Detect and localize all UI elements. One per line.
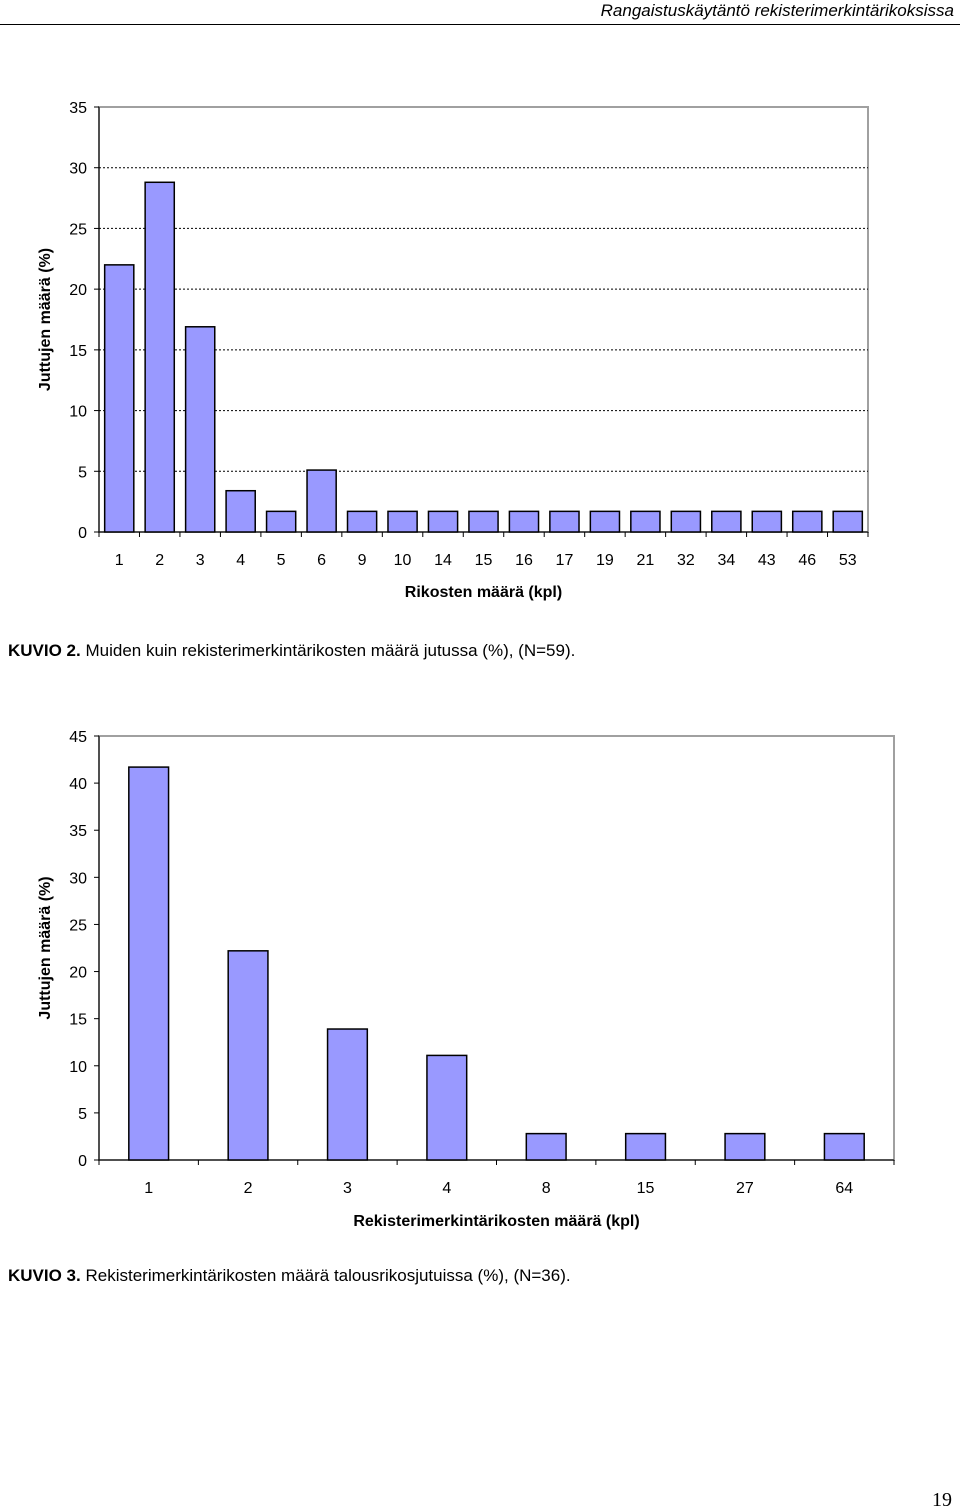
- x-tick-label: 46: [798, 552, 816, 569]
- x-tick-label: 21: [636, 552, 654, 569]
- y-tick-label: 10: [69, 404, 87, 421]
- bar: [468, 510, 499, 533]
- x-tick-label: 3: [196, 552, 205, 569]
- running-header-title: Rangaistuskäytäntö rekisterimerkintäriko…: [600, 1, 954, 20]
- bar: [832, 510, 864, 533]
- plot-area: [98, 735, 895, 1161]
- bar: [508, 510, 540, 533]
- x-tick-label: 43: [758, 552, 776, 569]
- bar: [549, 510, 580, 533]
- y-tick-label: 5: [78, 1106, 87, 1123]
- bar: [128, 766, 170, 1161]
- bar: [225, 489, 256, 533]
- bar: [823, 1132, 865, 1161]
- bar: [670, 510, 702, 533]
- y-tick-label: 0: [78, 525, 87, 542]
- caption-kuvio-2-label: KUVIO 2.: [8, 641, 81, 660]
- x-tick-label: 2: [155, 552, 164, 569]
- y-axis-title: Juttujen määrä (%): [37, 876, 54, 1019]
- y-axis-title: Juttujen määrä (%): [37, 248, 54, 391]
- bar: [724, 1132, 766, 1161]
- bar: [144, 181, 176, 533]
- caption-kuvio-2-text: Muiden kuin rekisterimerkintärikosten mä…: [80, 641, 576, 660]
- bar: [184, 326, 216, 533]
- x-tick-label: 64: [835, 1180, 853, 1197]
- bar: [265, 510, 297, 533]
- y-tick-label: 40: [69, 776, 87, 793]
- x-tick-label: 4: [442, 1180, 451, 1197]
- x-tick-label: 8: [542, 1180, 551, 1197]
- bar: [227, 950, 269, 1161]
- y-tick-label: 35: [69, 823, 87, 840]
- x-tick-label: 6: [317, 552, 326, 569]
- running-header: Rangaistuskäytäntö rekisterimerkintäriko…: [0, 0, 960, 25]
- x-axis-title: Rikosten määrä (kpl): [405, 584, 562, 601]
- x-tick-label: 34: [717, 552, 735, 569]
- bar: [525, 1132, 567, 1161]
- y-tick-label: 30: [69, 161, 87, 178]
- chart-kuvio-3: 0 5 10 15 20 25 30 35 40 45 1 2 3 4 8 15 27 64 Rekisterime…: [37, 729, 895, 1230]
- x-tick-label: 19: [596, 552, 614, 569]
- x-tick-label: 16: [515, 552, 533, 569]
- caption-kuvio-3: KUVIO 3. Rekisterimerkintärikosten määrä…: [8, 1266, 571, 1286]
- y-tick-label: 45: [69, 729, 87, 746]
- bar: [346, 510, 378, 533]
- x-tick-label: 53: [839, 552, 857, 569]
- bar: [751, 510, 783, 533]
- bar: [624, 1132, 667, 1161]
- y-tick-label: 15: [69, 1012, 87, 1029]
- bar: [387, 510, 418, 533]
- y-tick-label: 5: [78, 464, 87, 481]
- y-tick-label: 20: [69, 965, 87, 982]
- y-tick-label: 30: [69, 870, 87, 887]
- caption-kuvio-3-label: KUVIO 3.: [8, 1266, 81, 1285]
- x-tick-label: 3: [343, 1180, 352, 1197]
- bar: [103, 264, 135, 533]
- x-tick-label: 4: [236, 552, 245, 569]
- bar: [589, 510, 621, 533]
- x-tick-label: 27: [736, 1180, 754, 1197]
- x-tick-label: 1: [144, 1180, 153, 1197]
- y-tick-label: 10: [69, 1059, 87, 1076]
- y-tick-label: 35: [69, 100, 87, 117]
- bar: [630, 510, 661, 533]
- x-tick-label: 15: [637, 1180, 655, 1197]
- y-tick-label: 25: [69, 221, 87, 238]
- x-tick-label: 32: [677, 552, 695, 569]
- bar: [427, 510, 459, 533]
- x-tick-label: 15: [475, 552, 493, 569]
- page-number: 19: [932, 1489, 952, 1511]
- caption-kuvio-2: KUVIO 2. Muiden kuin rekisterimerkintäri…: [8, 641, 575, 661]
- x-tick-label: 10: [394, 552, 412, 569]
- y-tick-label: 20: [69, 282, 87, 299]
- x-tick-label: 2: [244, 1180, 253, 1197]
- y-tick-label: 15: [69, 343, 87, 360]
- y-tick-label: 25: [69, 917, 87, 934]
- y-tick-label: 0: [78, 1153, 87, 1170]
- bar: [426, 1054, 468, 1161]
- x-tick-label: 5: [277, 552, 286, 569]
- x-tick-label: 17: [556, 552, 574, 569]
- bar: [306, 469, 337, 533]
- x-tick-label: 1: [115, 552, 124, 569]
- bar: [326, 1028, 369, 1161]
- x-tick-label: 9: [358, 552, 367, 569]
- x-axis-title: Rekisterimerkintärikosten määrä (kpl): [353, 1213, 639, 1230]
- bar: [791, 510, 823, 533]
- caption-kuvio-3-text: Rekisterimerkintärikosten määrä talousri…: [80, 1266, 571, 1285]
- bar: [711, 510, 742, 533]
- x-tick-label: 14: [434, 552, 452, 569]
